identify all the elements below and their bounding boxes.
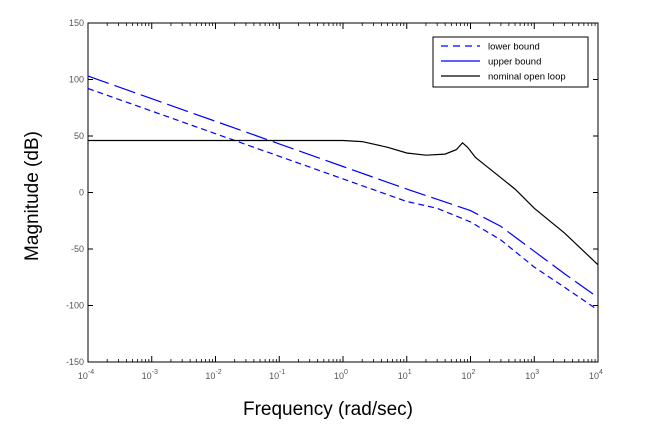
y-tick-labels: 150 100 50 0 -50 -100 -150 (66, 18, 84, 367)
tick-marks (87, 22, 599, 363)
x-tick-label: 10-1 (269, 369, 285, 381)
series-line (87, 75, 599, 299)
y-tick-label: -100 (66, 301, 84, 311)
y-tick-label: 150 (69, 18, 84, 28)
legend: lower bound upper bound nominal open loop (432, 36, 589, 88)
x-tick-label: 10-2 (205, 369, 221, 381)
y-tick-label: 0 (79, 188, 84, 198)
x-tick-label: 102 (462, 369, 476, 381)
legend-label: nominal open loop (488, 72, 566, 83)
series-lines (87, 75, 599, 311)
y-tick-label: 100 (69, 75, 84, 85)
series-line (88, 139, 599, 266)
y-tick-label: -150 (66, 357, 84, 367)
x-tick-label: 103 (525, 369, 539, 381)
x-tick-label: 100 (334, 369, 348, 381)
series-line (87, 87, 599, 311)
y-tick-label: -50 (71, 244, 84, 254)
x-tick-label: 10-4 (78, 369, 94, 381)
x-tick-label: 101 (398, 369, 412, 381)
legend-label: upper bound (488, 57, 541, 68)
x-tick-labels: 10-4 10-3 10-2 10-1 100 101 102 103 104 (78, 369, 603, 381)
x-tick-label: 104 (589, 369, 603, 381)
y-axis-title: Magnitude (dB) (22, 131, 43, 261)
legend-box (432, 36, 589, 88)
x-axis-title: Frequency (rad/sec) (243, 399, 413, 420)
legend-label: lower bound (488, 42, 540, 53)
x-tick-label: 10-3 (142, 369, 158, 381)
y-tick-label: 50 (74, 131, 84, 141)
